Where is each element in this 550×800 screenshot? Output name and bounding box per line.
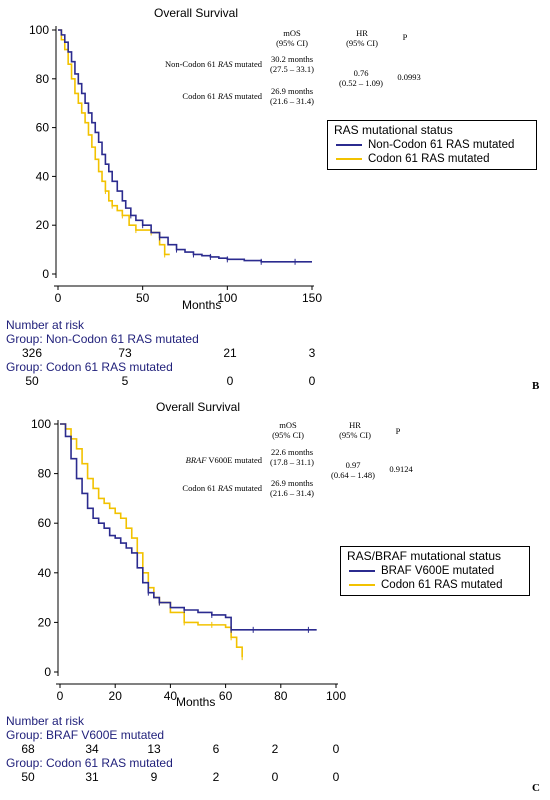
row-label: Non-Codon 61 RAS mutated	[164, 59, 262, 69]
legend-item: Codon 61 RAS mutated	[349, 579, 502, 591]
mos-header: mOS (95% CI)	[262, 28, 322, 48]
series-line	[60, 423, 317, 631]
x-tick-label: 0	[55, 291, 62, 305]
mos-value: 30.2 months (27.5 – 33.1)	[270, 54, 314, 74]
risk-count: 68	[21, 742, 35, 756]
risk-count: 0	[308, 374, 316, 388]
mos-header-label: mOS	[283, 28, 301, 38]
risk-count: 6	[212, 742, 220, 756]
risk-count: 31	[85, 770, 99, 784]
x-tick-label: 150	[302, 291, 322, 305]
y-tick-label: 0	[42, 267, 49, 281]
survival-plot-b: 0 20 40 60 80 100 0 50 100 150	[29, 23, 322, 305]
p-value: 0.0993	[397, 72, 421, 82]
p-value: 0.9124	[389, 464, 413, 474]
hr-header: HR (95% CI)	[332, 28, 392, 48]
risk-title: Number at risk	[6, 318, 85, 332]
hr-header-ci: (95% CI)	[346, 38, 378, 48]
chart-title: Overall Survival	[154, 6, 239, 20]
y-tick-label: 40	[38, 566, 52, 580]
legend-swatch	[336, 158, 362, 160]
mos-value: 26.9 months (21.6 – 31.4)	[270, 478, 314, 498]
x-tick-label: 100	[326, 689, 346, 700]
p-header: P	[395, 426, 401, 436]
p-header: P	[402, 32, 408, 42]
legend-swatch	[349, 570, 375, 572]
x-tick-label: 60	[219, 689, 233, 700]
risk-count: 2	[212, 770, 220, 784]
series-line	[60, 423, 243, 658]
mos-value: 26.9 months (21.6 – 31.4)	[270, 86, 314, 106]
series-line	[58, 29, 312, 263]
y-tick-label: 20	[36, 218, 50, 232]
risk-count: 9	[150, 770, 158, 784]
y-tick-label: 60	[38, 516, 52, 530]
risk-count: 0	[332, 742, 340, 756]
risk-count: 50	[21, 770, 35, 784]
legend-swatch	[349, 584, 375, 586]
row-label: BRAF V600E mutated	[185, 455, 262, 465]
risk-group-label: Group: BRAF V600E mutated	[6, 728, 165, 742]
risk-count: 326	[21, 346, 43, 360]
x-tick-label: 80	[274, 689, 288, 700]
risk-group-label: Group: Codon 61 RAS mutated	[6, 756, 173, 770]
survival-plot-c: 0 20 40 60 80 100 0 20 40 60 80 100	[31, 417, 346, 700]
y-tick-label: 40	[36, 169, 50, 183]
panel-letter: B	[532, 380, 540, 392]
risk-count: 0	[226, 374, 234, 388]
y-tick-label: 80	[36, 72, 50, 86]
risk-group-label: Group: Non-Codon 61 RAS mutated	[6, 332, 199, 346]
x-tick-label: 50	[136, 291, 150, 305]
risk-count: 0	[271, 770, 279, 784]
risk-count: 34	[85, 742, 99, 756]
risk-count: 73	[118, 346, 132, 360]
risk-count: 21	[223, 346, 237, 360]
hr-header-label: HR	[356, 28, 368, 38]
hr-header: HR (95% CI)	[339, 420, 371, 440]
hr-value: 0.76 (0.52 – 1.09)	[339, 68, 383, 88]
panel-letter: C	[532, 782, 540, 794]
x-axis-label: Months	[182, 298, 222, 312]
row-label: Codon 61 RAS mutated	[182, 91, 262, 101]
y-tick-label: 80	[38, 467, 52, 481]
hr-value: 0.97 (0.64 – 1.48)	[331, 460, 375, 480]
legend-title: RAS/BRAF mutational status	[347, 549, 502, 563]
legend-swatch	[336, 144, 362, 146]
x-tick-label: 40	[164, 689, 178, 700]
risk-count: 5	[121, 374, 129, 388]
x-tick-label: 0	[57, 689, 64, 700]
y-tick-label: 60	[36, 121, 50, 135]
risk-count: 13	[147, 742, 161, 756]
risk-title: Number at risk	[6, 714, 85, 728]
legend-title: RAS mutational status	[334, 123, 453, 137]
x-tick-label: 100	[217, 291, 237, 305]
legend: RAS mutational status Non-Codon 61 RAS m…	[327, 120, 537, 170]
mos-value: 22.6 months (17.8 – 31.1)	[270, 447, 314, 467]
legend: RAS/BRAF mutational status BRAF V600E mu…	[340, 546, 530, 596]
legend-item: Codon 61 RAS mutated	[336, 153, 489, 165]
legend-item: Non-Codon 61 RAS mutated	[336, 139, 514, 151]
y-tick-label: 20	[38, 615, 52, 629]
mos-header-ci: (95% CI)	[276, 38, 308, 48]
mos-header: mOS (95% CI)	[272, 420, 304, 440]
chart-title: Overall Survival	[156, 400, 241, 414]
x-tick-label: 20	[109, 689, 123, 700]
y-tick-label: 100	[29, 23, 49, 37]
x-axis-label: Months	[176, 695, 216, 709]
risk-count: 2	[271, 742, 279, 756]
risk-group-label: Group: Codon 61 RAS mutated	[6, 360, 173, 374]
risk-count: 50	[25, 374, 39, 388]
legend-item: BRAF V600E mutated	[349, 565, 494, 577]
risk-count: 3	[308, 346, 316, 360]
y-tick-label: 100	[31, 417, 51, 431]
y-tick-label: 0	[44, 665, 51, 679]
risk-count: 0	[332, 770, 340, 784]
row-label: Codon 61 RAS mutated	[182, 483, 262, 493]
